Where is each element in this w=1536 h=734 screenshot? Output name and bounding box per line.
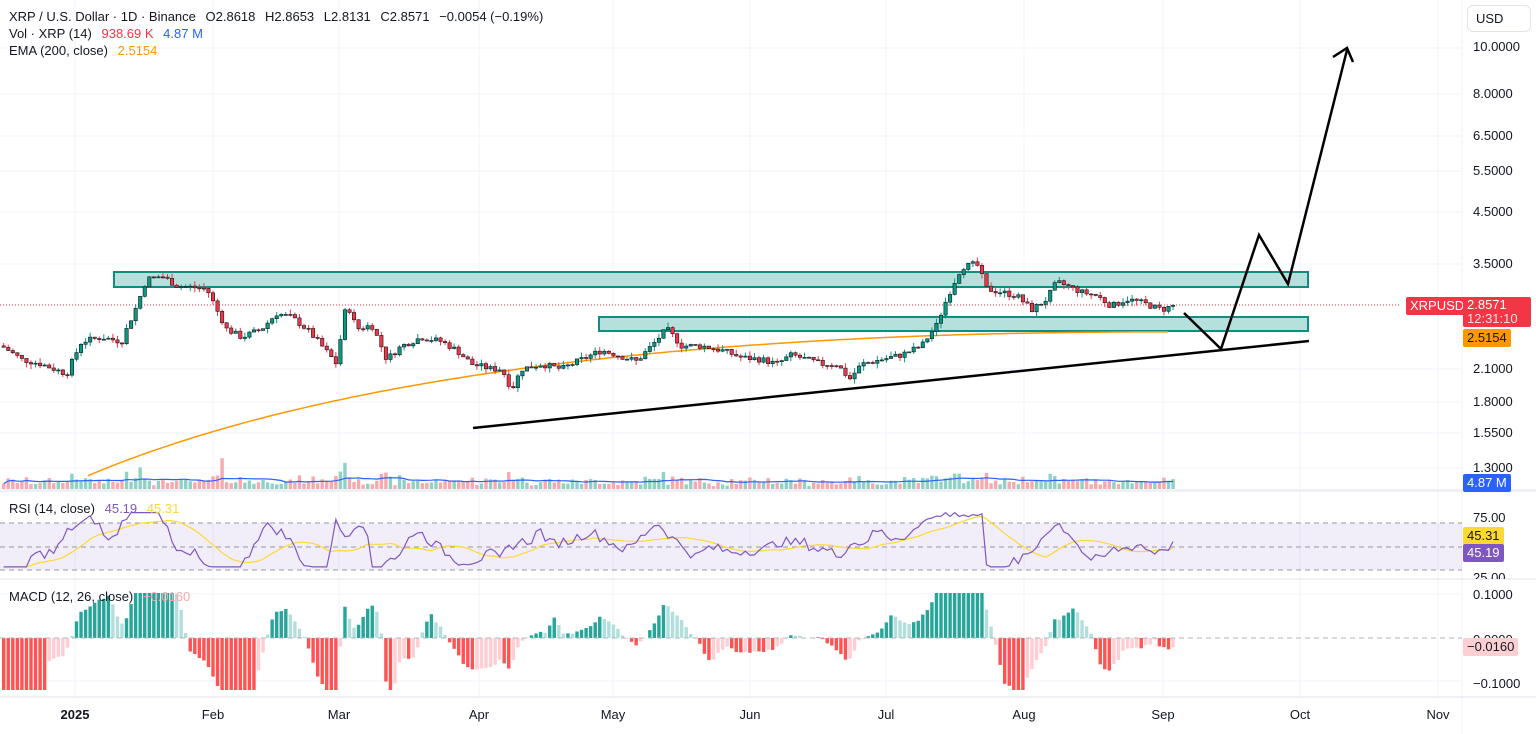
price-tick: 6.5000 <box>1473 128 1513 143</box>
time-label: Sep <box>1151 707 1175 722</box>
price-tick: 2.1000 <box>1473 361 1513 376</box>
macd-histogram <box>2 593 1175 690</box>
price-tick: 1.8000 <box>1473 394 1513 409</box>
time-label: Feb <box>201 707 225 722</box>
time-label: Nov <box>1426 707 1450 722</box>
ohlc-open: O2.8618 <box>205 9 256 24</box>
candles <box>1 257 1176 393</box>
time-label: 2025 <box>60 707 90 722</box>
ema-price-tag: 2.5154 <box>1463 329 1511 347</box>
rsi-line <box>3 511 1174 568</box>
price-change: −0.0054 (−0.19%) <box>439 9 544 24</box>
symbol-tag: XRPUSD <box>1406 297 1469 315</box>
macd-label[interactable]: MACD (12, 26, close) <box>9 589 134 604</box>
volume-bars <box>2 458 1175 489</box>
rsi-ma-value: 45.31 <box>146 501 180 516</box>
volume-ma-tag: 4.87 M <box>1463 474 1511 492</box>
ohlc-low: L2.8131 <box>323 9 371 24</box>
price-tick: 1.5500 <box>1473 425 1513 440</box>
ohlc-close: C2.8571 <box>380 9 430 24</box>
ema-legend: EMA (200, close) 2.5154 <box>9 42 163 59</box>
projection-path <box>1183 49 1349 352</box>
symbol-legend: XRP / U.S. Dollar · 1D · Binance O2.8618… <box>9 8 549 25</box>
price-tick: 10.0000 <box>1473 39 1520 54</box>
macd-tick: 0.0000 <box>1473 632 1513 640</box>
time-label: Oct <box>1289 707 1311 722</box>
rsi-value: 45.19 <box>104 501 138 516</box>
macd-value: −0.0160 <box>142 589 191 604</box>
rsi-tick: 25.00 <box>1473 570 1506 579</box>
macd-tick: 0.1000 <box>1473 587 1513 602</box>
macd-hist-tag: −0.0160 <box>1463 638 1519 656</box>
macd-tick: −0.1000 <box>1473 676 1521 691</box>
time-label: Aug <box>1012 707 1036 722</box>
arrow-head-icon <box>1332 46 1355 63</box>
resistance-zone <box>113 271 1309 288</box>
volume-ma-value: 4.87 M <box>163 26 203 41</box>
time-label: May <box>600 707 626 722</box>
last-price: 2.8571 <box>1467 297 1507 312</box>
last-price-tag: 2.8571 12:31:10 <box>1463 297 1531 327</box>
support-zone <box>598 316 1309 332</box>
time-label: Jul <box>877 707 895 722</box>
ascending-trendline <box>472 339 1310 430</box>
price-tick: 3.5000 <box>1473 256 1513 271</box>
rsi-ma-line <box>3 515 1174 568</box>
time-label: Jun <box>739 707 761 722</box>
volume-value: 938.69 K <box>101 26 154 41</box>
rsi-tick: 75.00 <box>1473 510 1506 525</box>
price-tick: 1.3000 <box>1473 460 1513 475</box>
bar-countdown: 12:31:10 <box>1467 311 1518 326</box>
ema-label[interactable]: EMA (200, close) <box>9 43 108 58</box>
ema-line <box>87 331 1168 477</box>
price-tick: 8.0000 <box>1473 86 1513 101</box>
rsi-ma-tag: 45.31 <box>1463 527 1504 545</box>
time-label: Mar <box>327 707 351 722</box>
macd-legend: MACD (12, 26, close) −0.0160 <box>9 588 196 605</box>
rsi-legend: RSI (14, close) 45.19 45.31 <box>9 500 185 517</box>
symbol-title[interactable]: XRP / U.S. Dollar · 1D · Binance <box>9 9 196 24</box>
rsi-label[interactable]: RSI (14, close) <box>9 501 95 516</box>
rsi-tag: 45.19 <box>1463 544 1504 562</box>
price-tick: 4.5000 <box>1473 204 1513 219</box>
ema-value: 2.5154 <box>117 43 158 58</box>
ohlc-high: H2.8653 <box>265 9 315 24</box>
currency-button[interactable]: USD <box>1467 5 1531 32</box>
price-tick: 5.5000 <box>1473 163 1513 178</box>
volume-label[interactable]: Vol · XRP (14) <box>9 26 92 41</box>
volume-ma-line <box>3 477 1174 485</box>
volume-legend: Vol · XRP (14) 938.69 K 4.87 M <box>9 25 209 42</box>
time-label: Apr <box>468 707 490 722</box>
